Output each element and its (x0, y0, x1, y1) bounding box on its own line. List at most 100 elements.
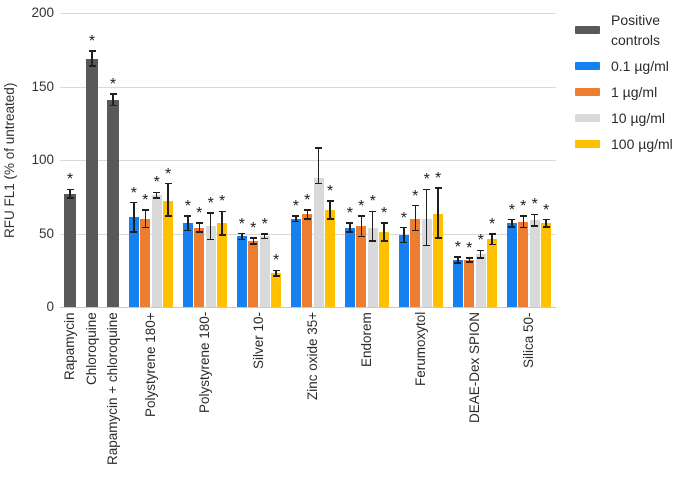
error-bar-cap-bottom (380, 240, 388, 242)
error-bar-cap-bottom (109, 104, 117, 107)
error-bar (241, 233, 243, 240)
error-bar-cap-top (292, 215, 300, 217)
error-bar-cap-top (423, 188, 431, 191)
gridline (60, 307, 556, 308)
error-bar (425, 189, 428, 246)
error-bar-cap-top (380, 222, 388, 224)
bar (452, 259, 463, 307)
significance-asterisk: * (196, 205, 203, 223)
error-bar (155, 192, 158, 199)
error-bar-cap-top (369, 210, 377, 213)
error-bar (91, 51, 93, 66)
error-bar-cap-top (66, 188, 74, 191)
significance-asterisk: * (542, 201, 550, 219)
gridline (60, 13, 556, 14)
legend-label: 10 µg/ml (611, 110, 665, 126)
error-bar (306, 209, 309, 219)
significance-asterisk: * (488, 216, 496, 234)
bar (217, 223, 228, 307)
y-tick-label: 0 (46, 299, 54, 314)
bar (410, 218, 421, 307)
bar (128, 217, 139, 307)
significance-asterisk: * (153, 174, 160, 192)
legend-swatch (575, 114, 600, 122)
bar (518, 221, 529, 307)
error-bar-cap-bottom (357, 235, 365, 238)
significance-asterisk: * (261, 216, 268, 234)
error-bar (187, 215, 189, 231)
error-bar (457, 257, 459, 263)
error-bar-cap-top (531, 213, 539, 216)
significance-asterisk: * (380, 205, 388, 223)
significance-asterisk: * (207, 194, 214, 212)
error-bar (545, 219, 547, 227)
bar (205, 226, 216, 307)
error-bar-cap-top (164, 182, 172, 185)
legend-swatch (575, 140, 600, 148)
error-bar-cap-top (218, 210, 226, 213)
bar (194, 227, 205, 307)
significance-asterisk: * (477, 232, 484, 250)
legend-item: Positive controls (575, 10, 685, 50)
legend-item: 1 µg/ml (575, 82, 685, 102)
error-bar-cap-bottom (184, 229, 192, 232)
error-bar (275, 270, 277, 277)
bar (356, 226, 367, 307)
x-axis-label: Ferumoxytol (413, 312, 428, 387)
bar (64, 193, 76, 307)
error-bar-cap-top (357, 215, 365, 217)
y-tick-label: 50 (38, 225, 54, 241)
x-axis-label: Silica 50- (521, 312, 536, 368)
error-bar-cap-top (272, 269, 280, 271)
error-bar-cap-top (130, 201, 138, 204)
error-bar-cap-top (454, 256, 462, 258)
error-bar-cap-bottom (508, 226, 516, 228)
significance-asterisk: * (218, 193, 226, 211)
bar (248, 240, 259, 307)
error-bar-cap-bottom (465, 261, 473, 263)
error-bar (209, 212, 212, 240)
error-bar-cap-bottom (238, 238, 246, 241)
bar (421, 218, 432, 307)
error-bar-cap-top (315, 147, 323, 149)
error-bar-cap-top (207, 212, 215, 214)
bar (290, 218, 301, 307)
bar (271, 273, 282, 307)
bar (379, 232, 390, 307)
error-bar (371, 211, 374, 241)
significance-asterisk: * (250, 219, 257, 237)
error-bar-cap-top (238, 232, 246, 235)
error-bar (491, 234, 493, 245)
error-bar-cap-bottom (249, 243, 257, 245)
legend-label: 0.1 µg/ml (611, 58, 669, 74)
error-bar-cap-top (400, 226, 408, 229)
bar (325, 209, 336, 307)
error-bar-cap-bottom (261, 237, 269, 240)
legend: Positive controls 0.1 µg/ml 1 µg/ml 10 µg/m… (575, 10, 685, 154)
error-bar-cap-top (88, 50, 96, 52)
bar (151, 195, 162, 307)
x-axis-label: Chloroquine (84, 312, 99, 385)
error-bar (479, 250, 482, 258)
significance-asterisk: * (66, 171, 74, 189)
error-bar-cap-top (195, 222, 203, 224)
error-bar-cap-top (488, 233, 496, 235)
error-bar-cap-top (249, 237, 257, 239)
bar (475, 254, 486, 307)
legend-swatch (575, 26, 600, 34)
significance-asterisk: * (358, 197, 365, 215)
error-bar-cap-bottom (346, 231, 354, 233)
error-bar-cap-top (326, 200, 334, 202)
significance-asterisk: * (454, 239, 461, 257)
error-bar-cap-top (411, 204, 419, 207)
bar (313, 177, 324, 307)
legend-label: 100 µg/ml (611, 136, 673, 152)
error-bar (511, 219, 513, 227)
significance-asterisk: * (184, 197, 191, 215)
error-bar (252, 237, 255, 244)
error-bar-cap-bottom (434, 237, 442, 239)
significance-asterisk: * (346, 205, 353, 223)
error-bar (317, 148, 320, 184)
error-bar (133, 202, 135, 233)
